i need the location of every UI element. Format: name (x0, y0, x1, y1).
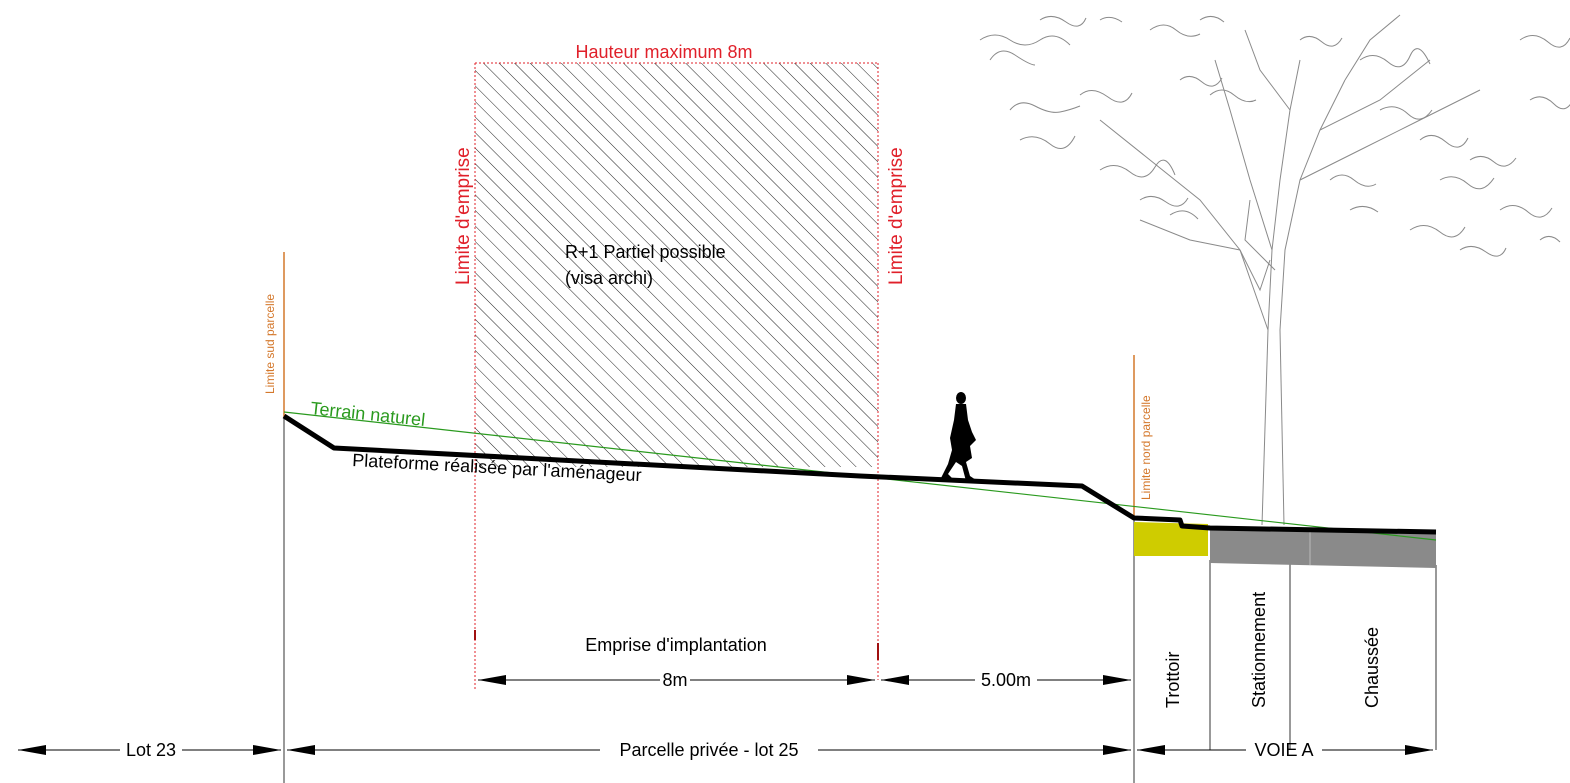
r1-label-line1: R+1 Partiel possible (565, 242, 726, 262)
person-silhouette (941, 392, 976, 481)
lot23-label: Lot 23 (126, 740, 176, 760)
terrain-naturel-label: Terrain naturel (310, 398, 427, 430)
r1-label-line2: (visa archi) (565, 268, 653, 288)
limite-nord-label: Limite nord parcelle (1139, 395, 1153, 500)
dim-5m-label: 5.00m (981, 670, 1031, 690)
chaussee-label: Chaussée (1362, 627, 1382, 708)
voie-a-label: VOIE A (1254, 740, 1313, 760)
parcelle-privee-label: Parcelle privée - lot 25 (619, 740, 798, 760)
hauteur-max-label: Hauteur maximum 8m (575, 42, 752, 62)
building-envelope-outline (474, 62, 879, 690)
limite-emprise-left-label: Limite d'emprise (453, 147, 474, 285)
road-block (1210, 530, 1436, 568)
building-envelope-hatch (475, 63, 878, 467)
plateforme-line (282, 413, 1437, 535)
trottoir-block (1134, 522, 1208, 556)
boundary-lines (283, 418, 1437, 783)
emprise-implantation-label: Emprise d'implantation (585, 635, 767, 655)
tree-drawing (979, 14, 1570, 526)
limite-emprise-right-label: Limite d'emprise (886, 147, 907, 285)
stationnement-label: Stationnement (1249, 592, 1269, 708)
dim-8m-label: 8m (662, 670, 687, 690)
dimension-lines (18, 675, 1433, 755)
trottoir-label: Trottoir (1163, 652, 1183, 708)
limite-sud-label: Limite sud parcelle (263, 294, 277, 394)
